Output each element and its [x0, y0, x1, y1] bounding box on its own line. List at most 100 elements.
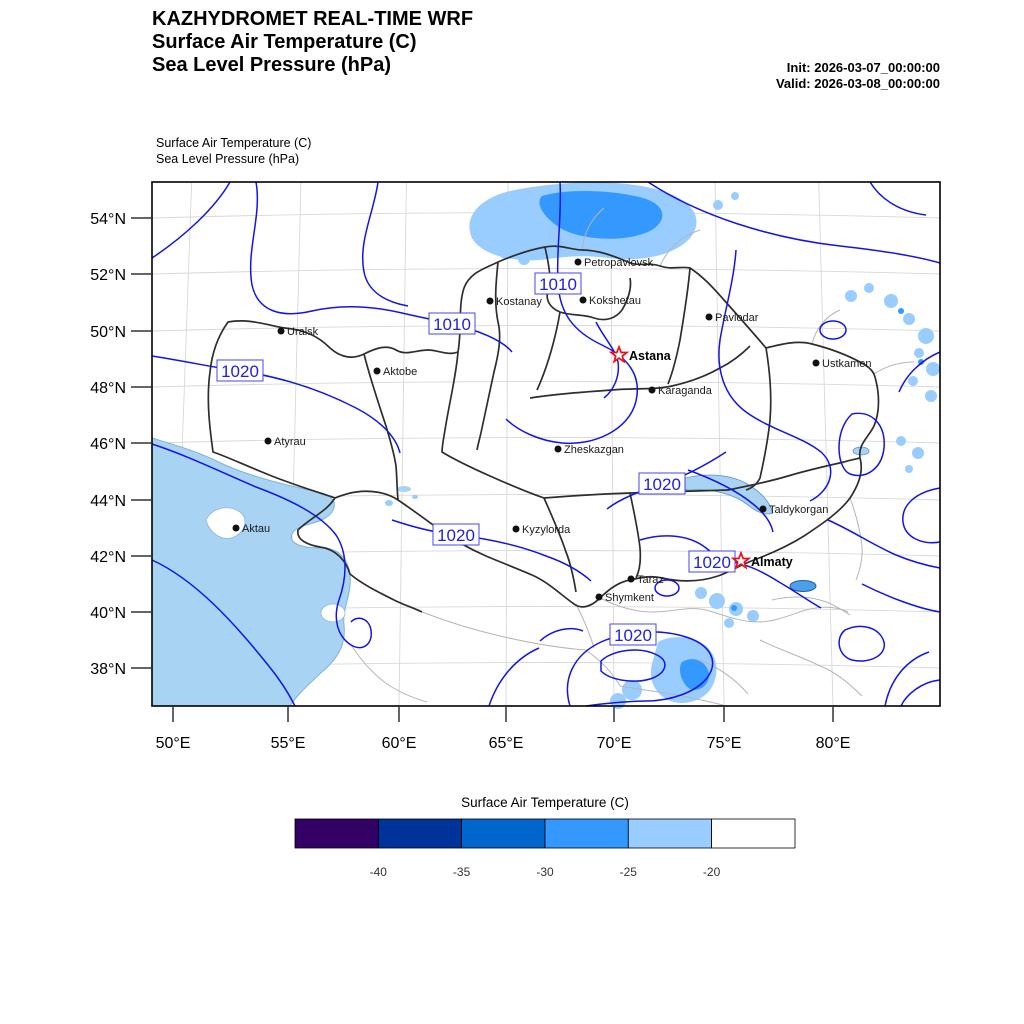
isobar-label: 1020: [688, 550, 736, 573]
city-marker: Petropavlovsk: [574, 257, 654, 269]
svg-text:-20: -20: [703, 865, 721, 879]
city-marker: Shymkent: [595, 592, 654, 604]
svg-text:Ustkamen: Ustkamen: [822, 358, 872, 370]
svg-text:50°N: 50°N: [90, 324, 126, 341]
star-icon: [730, 550, 752, 570]
page-title: KAZHYDROMET REAL-TIME WRF: [152, 8, 474, 30]
colorbar: Surface Air Temperature (C) -40 -35 -30 …: [294, 795, 796, 879]
page-subtitle-temperature: Surface Air Temperature (C): [152, 31, 417, 53]
svg-text:40°N: 40°N: [90, 605, 126, 622]
svg-text:38°N: 38°N: [90, 661, 126, 678]
kazakhstan-borders: [207, 245, 880, 613]
svg-text:Atyrau: Atyrau: [274, 436, 306, 448]
x-axis: [172, 706, 834, 722]
city-marker: Karaganda: [648, 385, 713, 397]
y-axis-labels: 54°N 52°N 50°N 48°N 46°N 44°N 42°N 40°N …: [90, 211, 126, 678]
foreign-borders: [350, 207, 915, 707]
colorbar-swatch: [544, 818, 629, 849]
colorbar-swatches: [294, 818, 796, 849]
water-bodies: [151, 437, 870, 707]
city-marker: Uralsk: [277, 326, 319, 338]
svg-text:48°N: 48°N: [90, 380, 126, 397]
isobar-label: 1020: [638, 472, 686, 495]
kazakhstan-outline: [207, 245, 880, 608]
svg-text:Aktobe: Aktobe: [383, 366, 417, 378]
svg-text:1010: 1010: [539, 275, 577, 294]
city-marker: Kokshetau: [579, 295, 641, 307]
svg-text:1020: 1020: [437, 526, 475, 545]
city-markers: Petropavlovsk Kostanay Kokshetau Pavloda…: [232, 257, 872, 604]
svg-text:-25: -25: [620, 865, 638, 879]
init-time: Init: 2026-03-07_00:00:00: [786, 60, 940, 75]
svg-text:Kokshetau: Kokshetau: [589, 295, 641, 307]
isobar-label: 1010: [428, 312, 476, 335]
svg-text:80°E: 80°E: [816, 735, 851, 752]
page-subtitle-pressure: Sea Level Pressure (hPa): [152, 54, 392, 76]
inset-legend-line2: Sea Level Pressure (hPa): [156, 152, 300, 166]
svg-text:1010: 1010: [433, 315, 471, 334]
kara-bogaz-gol: [320, 603, 346, 623]
plot-header: KAZHYDROMET REAL-TIME WRF Surface Air Te…: [152, 8, 473, 77]
colorbar-tick-labels: -40 -35 -30 -25 -20: [370, 865, 721, 879]
svg-text:1020: 1020: [643, 475, 681, 494]
colorbar-title: Surface Air Temperature (C): [461, 795, 629, 810]
svg-text:1020: 1020: [614, 626, 652, 645]
svg-text:46°N: 46°N: [90, 436, 126, 453]
svg-text:1020: 1020: [221, 362, 259, 381]
caspian-sea: [151, 437, 351, 707]
svg-text:Karaganda: Karaganda: [658, 385, 713, 397]
x-axis-labels: 50°E 55°E 60°E 65°E 70°E 75°E 80°E: [156, 735, 851, 752]
svg-text:Shymkent: Shymkent: [605, 592, 654, 604]
city-marker: Ustkamen: [812, 358, 872, 370]
city-marker: Atyrau: [264, 436, 306, 448]
svg-text:55°E: 55°E: [271, 735, 306, 752]
svg-text:-40: -40: [370, 865, 388, 879]
map-frame: [151, 181, 941, 707]
svg-text:42°N: 42°N: [90, 549, 126, 566]
city-marker: Kyzylorda: [512, 524, 571, 536]
lake-issyk-kul: [789, 580, 817, 592]
svg-text:60°E: 60°E: [382, 735, 417, 752]
svg-text:70°E: 70°E: [597, 735, 632, 752]
svg-text:Taraz: Taraz: [637, 574, 664, 586]
svg-text:Zheskazgan: Zheskazgan: [564, 444, 624, 456]
isobar-label: 1020: [216, 359, 264, 382]
svg-text:50°E: 50°E: [156, 735, 191, 752]
svg-text:1020: 1020: [693, 553, 731, 572]
star-icon: [608, 344, 630, 364]
y-axis: [131, 217, 152, 669]
small-lake-aral-remnant: [397, 486, 411, 492]
pressure-contours: [151, 181, 941, 707]
map-inset-legend: Surface Air Temperature (C) Sea Level Pr…: [156, 135, 311, 167]
city-marker: Taldykorgan: [759, 504, 828, 516]
svg-text:44°N: 44°N: [90, 493, 126, 510]
inset-legend-line1: Surface Air Temperature (C): [156, 136, 312, 150]
isobar-label: 1020: [432, 523, 480, 546]
svg-text:Petropavlovsk: Petropavlovsk: [584, 257, 654, 269]
svg-text:54°N: 54°N: [90, 211, 126, 228]
svg-text:65°E: 65°E: [489, 735, 524, 752]
svg-text:Uralsk: Uralsk: [287, 326, 319, 338]
colorbar-swatch: [711, 818, 796, 849]
isobar-label: 1020: [609, 623, 657, 646]
city-marker: Taraz: [627, 574, 664, 586]
svg-text:Aktau: Aktau: [242, 523, 270, 535]
city-marker: Zheskazgan: [554, 444, 624, 456]
capital-marker-almaty: Almaty: [730, 550, 793, 570]
svg-text:-30: -30: [536, 865, 554, 879]
svg-text:Taldykorgan: Taldykorgan: [769, 504, 828, 516]
svg-text:-35: -35: [453, 865, 471, 879]
colorbar-swatch: [461, 818, 546, 849]
svg-text:52°N: 52°N: [90, 267, 126, 284]
colorbar-swatch: [294, 818, 379, 849]
svg-text:75°E: 75°E: [707, 735, 742, 752]
svg-text:Astana: Astana: [629, 349, 672, 363]
svg-text:Almaty: Almaty: [751, 555, 793, 569]
svg-text:Kyzylorda: Kyzylorda: [522, 524, 571, 536]
svg-text:Kostanay: Kostanay: [496, 296, 542, 308]
isobar-label: 1010: [534, 272, 582, 295]
city-marker: Pavlodar: [705, 312, 759, 324]
isobar-labels: 1010 1010 1020 1020 1020 1020 1020: [216, 272, 736, 646]
city-marker: Aktobe: [373, 366, 417, 378]
